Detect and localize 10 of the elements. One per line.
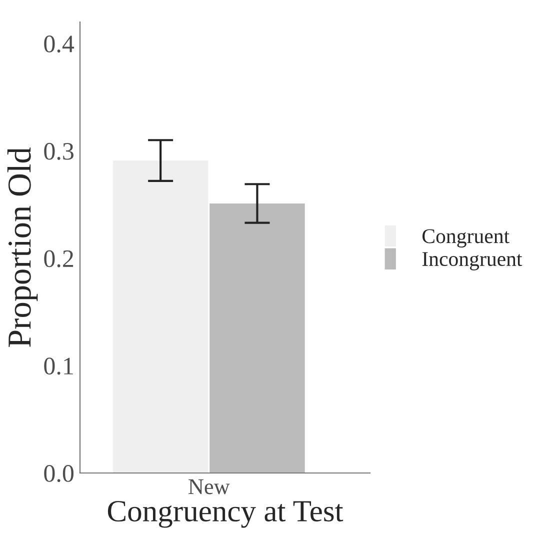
y-tick-label: 0.1 bbox=[44, 358, 73, 375]
x-axis-title: Congruency at Test bbox=[108, 500, 344, 528]
legend-label: Congruent bbox=[422, 229, 510, 248]
y-axis-title: Proportion Old bbox=[7, 147, 38, 348]
y-tick-label: 0.4 bbox=[44, 36, 74, 53]
y-tick-label: 0.0 bbox=[44, 465, 74, 482]
x-tick-label: New bbox=[188, 479, 230, 494]
legend-label: Incongruent bbox=[422, 252, 522, 270]
y-tick-label: 0.3 bbox=[44, 142, 74, 160]
y-tick-label: 0.2 bbox=[44, 250, 74, 268]
